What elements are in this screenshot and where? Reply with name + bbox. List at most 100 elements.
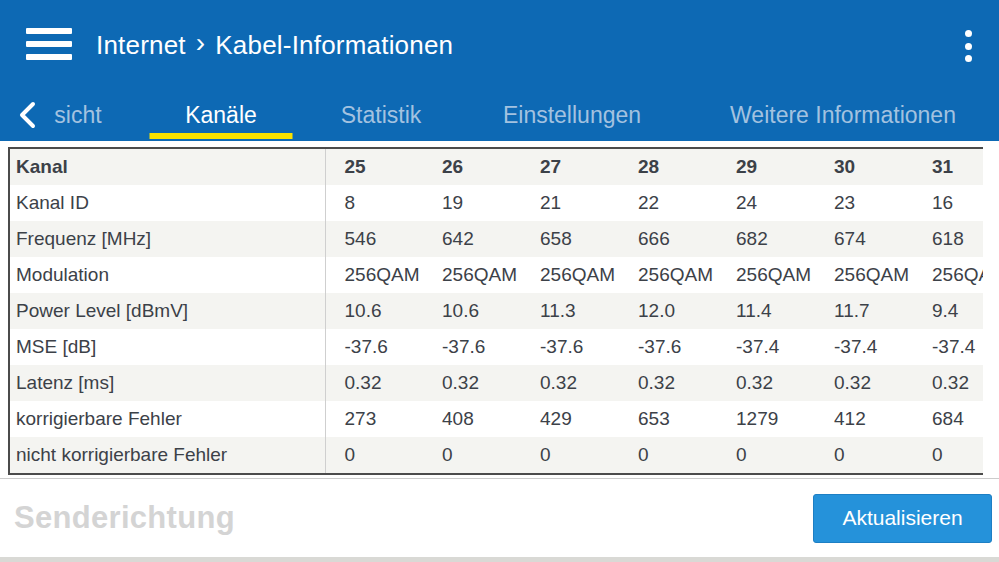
tab-uebersicht[interactable]: sicht bbox=[54, 90, 101, 141]
channel-table-scroll-area[interactable]: Kanal25262728293031Kanal ID8192122242316… bbox=[8, 147, 983, 475]
channel-value-cell: 412 bbox=[815, 401, 913, 437]
breadcrumb-page: Kabel-Informationen bbox=[215, 30, 453, 61]
channel-number-header: 30 bbox=[815, 149, 913, 185]
channel-value-cell: 642 bbox=[423, 221, 521, 257]
table-row: Frequenz [MHz]546642658666682674618 bbox=[10, 221, 983, 257]
channel-number-header: 26 bbox=[423, 149, 521, 185]
row-label: Modulation bbox=[10, 257, 325, 293]
channel-value-cell: 0.32 bbox=[619, 365, 717, 401]
channel-value-cell: 618 bbox=[913, 221, 983, 257]
channel-value-cell: 0.32 bbox=[815, 365, 913, 401]
breadcrumb-separator-icon: › bbox=[196, 27, 206, 59]
channel-value-cell: 12.0 bbox=[619, 293, 717, 329]
channel-value-cell: 0 bbox=[717, 437, 815, 473]
channel-value-cell: 11.4 bbox=[717, 293, 815, 329]
tab-kanaele[interactable]: Kanäle bbox=[150, 90, 293, 141]
kebab-menu-icon[interactable] bbox=[961, 30, 975, 62]
channel-value-cell: -37.4 bbox=[717, 329, 815, 365]
channel-value-cell: 21 bbox=[521, 185, 619, 221]
channel-value-cell: 11.7 bbox=[815, 293, 913, 329]
breadcrumb-section: Internet bbox=[96, 30, 186, 61]
back-chevron-icon[interactable] bbox=[16, 101, 38, 129]
app-bar: Internet › Kabel-Informationen bbox=[0, 0, 999, 90]
channel-value-cell: 682 bbox=[717, 221, 815, 257]
column-header-label: Kanal bbox=[10, 149, 325, 185]
channel-value-cell: 0.32 bbox=[717, 365, 815, 401]
channel-value-cell: -37.6 bbox=[521, 329, 619, 365]
channel-value-cell: 1279 bbox=[717, 401, 815, 437]
channel-value-cell: 674 bbox=[815, 221, 913, 257]
channel-value-cell: 23 bbox=[815, 185, 913, 221]
channel-value-cell: -37.4 bbox=[913, 329, 983, 365]
bottom-edge-strip bbox=[0, 557, 999, 562]
table-row: Latenz [ms]0.320.320.320.320.320.320.32 bbox=[10, 365, 983, 401]
row-label: nicht korrigierbare Fehler bbox=[10, 437, 325, 473]
row-label: Frequenz [MHz] bbox=[10, 221, 325, 257]
tab-bar: sicht Kanäle Statistik Einstellungen Wei… bbox=[0, 90, 999, 141]
channel-value-cell: -37.6 bbox=[423, 329, 521, 365]
footer-section: Senderichtung Aktualisieren bbox=[0, 479, 999, 557]
channel-table: Kanal25262728293031Kanal ID8192122242316… bbox=[10, 149, 983, 473]
channel-value-cell: -37.6 bbox=[325, 329, 423, 365]
channel-value-cell: 0.32 bbox=[521, 365, 619, 401]
channel-value-cell: 653 bbox=[619, 401, 717, 437]
channel-value-cell: 9.4 bbox=[913, 293, 983, 329]
channel-value-cell: 0.32 bbox=[913, 365, 983, 401]
channel-number-header: 29 bbox=[717, 149, 815, 185]
channel-value-cell: 24 bbox=[717, 185, 815, 221]
channel-value-cell: 16 bbox=[913, 185, 983, 221]
table-header-row: Kanal25262728293031 bbox=[10, 149, 983, 185]
channel-value-cell: 684 bbox=[913, 401, 983, 437]
channel-value-cell: 546 bbox=[325, 221, 423, 257]
channel-value-cell: 10.6 bbox=[423, 293, 521, 329]
refresh-button[interactable]: Aktualisieren bbox=[813, 494, 992, 543]
channel-value-cell: 273 bbox=[325, 401, 423, 437]
channel-value-cell: 256QAM bbox=[423, 257, 521, 293]
row-label: Latenz [ms] bbox=[10, 365, 325, 401]
table-row: Kanal ID8192122242316 bbox=[10, 185, 983, 221]
channel-value-cell: 11.3 bbox=[521, 293, 619, 329]
table-row: nicht korrigierbare Fehler0000000 bbox=[10, 437, 983, 473]
channel-value-cell: 0 bbox=[913, 437, 983, 473]
channel-value-cell: 8 bbox=[325, 185, 423, 221]
channel-value-cell: 0.32 bbox=[325, 365, 423, 401]
channel-value-cell: 256QAM bbox=[619, 257, 717, 293]
channel-value-cell: 429 bbox=[521, 401, 619, 437]
channel-number-header: 28 bbox=[619, 149, 717, 185]
channel-value-cell: 0 bbox=[815, 437, 913, 473]
channel-number-header: 31 bbox=[913, 149, 983, 185]
channel-value-cell: 19 bbox=[423, 185, 521, 221]
table-row: MSE [dB]-37.6-37.6-37.6-37.6-37.4-37.4-3… bbox=[10, 329, 983, 365]
row-label: MSE [dB] bbox=[10, 329, 325, 365]
table-row: Modulation256QAM256QAM256QAM256QAM256QAM… bbox=[10, 257, 983, 293]
tab-statistik[interactable]: Statistik bbox=[341, 90, 422, 141]
channel-value-cell: 0.32 bbox=[423, 365, 521, 401]
channel-value-cell: 0 bbox=[521, 437, 619, 473]
channel-value-cell: 666 bbox=[619, 221, 717, 257]
row-label: Kanal ID bbox=[10, 185, 325, 221]
channel-value-cell: 0 bbox=[619, 437, 717, 473]
channel-number-header: 25 bbox=[325, 149, 423, 185]
breadcrumb: Internet › Kabel-Informationen bbox=[96, 0, 453, 90]
hamburger-menu-icon[interactable] bbox=[26, 28, 72, 60]
tab-einstellungen[interactable]: Einstellungen bbox=[503, 90, 641, 141]
channel-value-cell: 658 bbox=[521, 221, 619, 257]
table-row: Power Level [dBmV]10.610.611.312.011.411… bbox=[10, 293, 983, 329]
channel-value-cell: 0 bbox=[423, 437, 521, 473]
channel-value-cell: 10.6 bbox=[325, 293, 423, 329]
channel-value-cell: 408 bbox=[423, 401, 521, 437]
senderichtung-heading: Senderichtung bbox=[14, 500, 235, 536]
channel-value-cell: 256QAM bbox=[913, 257, 983, 293]
channel-value-cell: 22 bbox=[619, 185, 717, 221]
row-label: Power Level [dBmV] bbox=[10, 293, 325, 329]
channel-value-cell: 256QAM bbox=[815, 257, 913, 293]
channel-value-cell: 256QAM bbox=[717, 257, 815, 293]
channel-value-cell: -37.6 bbox=[619, 329, 717, 365]
table-row: korrigierbare Fehler27340842965312794126… bbox=[10, 401, 983, 437]
channel-number-header: 27 bbox=[521, 149, 619, 185]
tab-weitere-informationen[interactable]: Weitere Informationen bbox=[730, 90, 956, 141]
channel-value-cell: 256QAM bbox=[325, 257, 423, 293]
row-label: korrigierbare Fehler bbox=[10, 401, 325, 437]
channel-value-cell: -37.4 bbox=[815, 329, 913, 365]
channel-value-cell: 0 bbox=[325, 437, 423, 473]
